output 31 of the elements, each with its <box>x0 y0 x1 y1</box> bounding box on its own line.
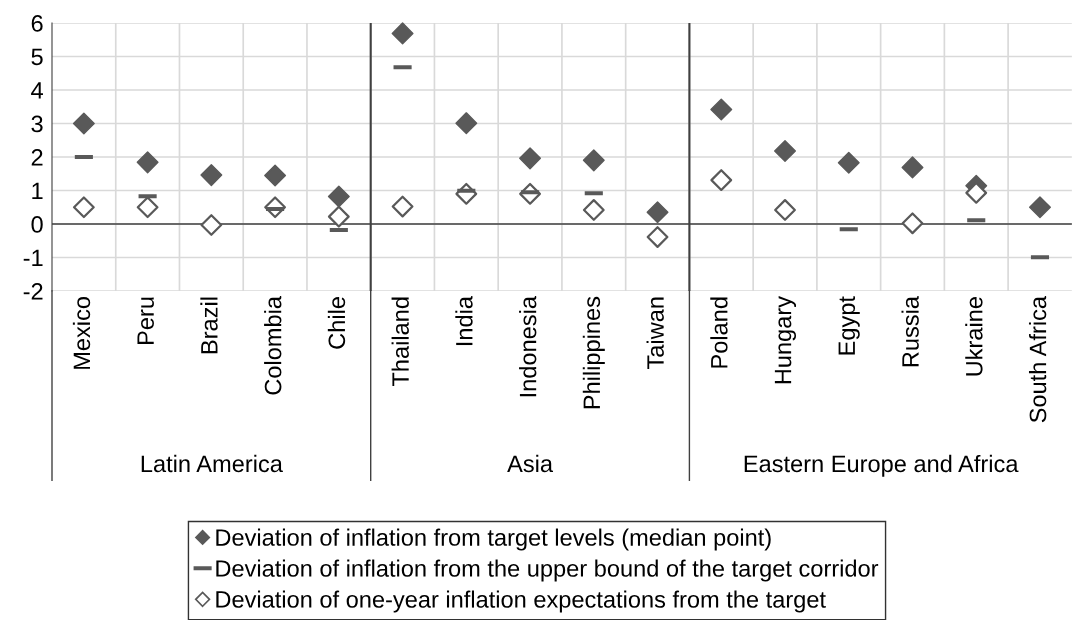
x-tick-label: Ukraine <box>965 297 983 376</box>
x-tick-label: Poland <box>710 297 728 368</box>
y-tick-label: 3 <box>31 115 43 133</box>
x-tick-label: Brazil <box>200 297 218 354</box>
x-tick-label: Russia <box>901 296 919 367</box>
x-tick-label: Colombia <box>264 296 282 395</box>
text: Asia <box>507 454 554 473</box>
x-tick-label: Indonesia <box>519 296 537 397</box>
legend-label: Deviation of one-year inflation expectations from the target <box>216 590 826 613</box>
x-tick-label: South Africa <box>1028 296 1047 423</box>
x-tick-label: Thailand <box>391 297 409 387</box>
y-tick-label: 5 <box>31 48 43 66</box>
y-tick-label: 0 <box>31 216 43 233</box>
y-tick-label: 1 <box>32 182 43 200</box>
x-tick-label: Taiwan <box>646 297 664 369</box>
x-tick-label: Mexico <box>72 297 91 369</box>
text: Latin America <box>141 454 283 473</box>
y-tick-label: 6 <box>31 15 43 32</box>
y-tick-label: -2 <box>23 283 43 300</box>
y-tick-label: 2 <box>31 149 43 166</box>
legend-label: Deviation of inflation from target levels (median point) <box>216 528 771 551</box>
y-tick-label: -1 <box>23 249 43 267</box>
x-tick-label: Chile <box>327 297 346 349</box>
x-tick-label: Peru <box>137 297 154 344</box>
x-tick-label: India <box>455 296 473 346</box>
x-tick-label: Hungary <box>774 296 797 384</box>
x-tick-label: Philippines <box>582 296 605 409</box>
y-tick-label: 4 <box>31 82 43 99</box>
legend-label: Deviation of inflation from the upper bound of the target corridor <box>216 559 879 582</box>
text: Eastern Europe and Africa <box>744 454 1019 477</box>
x-tick-label: Egypt <box>838 296 860 355</box>
